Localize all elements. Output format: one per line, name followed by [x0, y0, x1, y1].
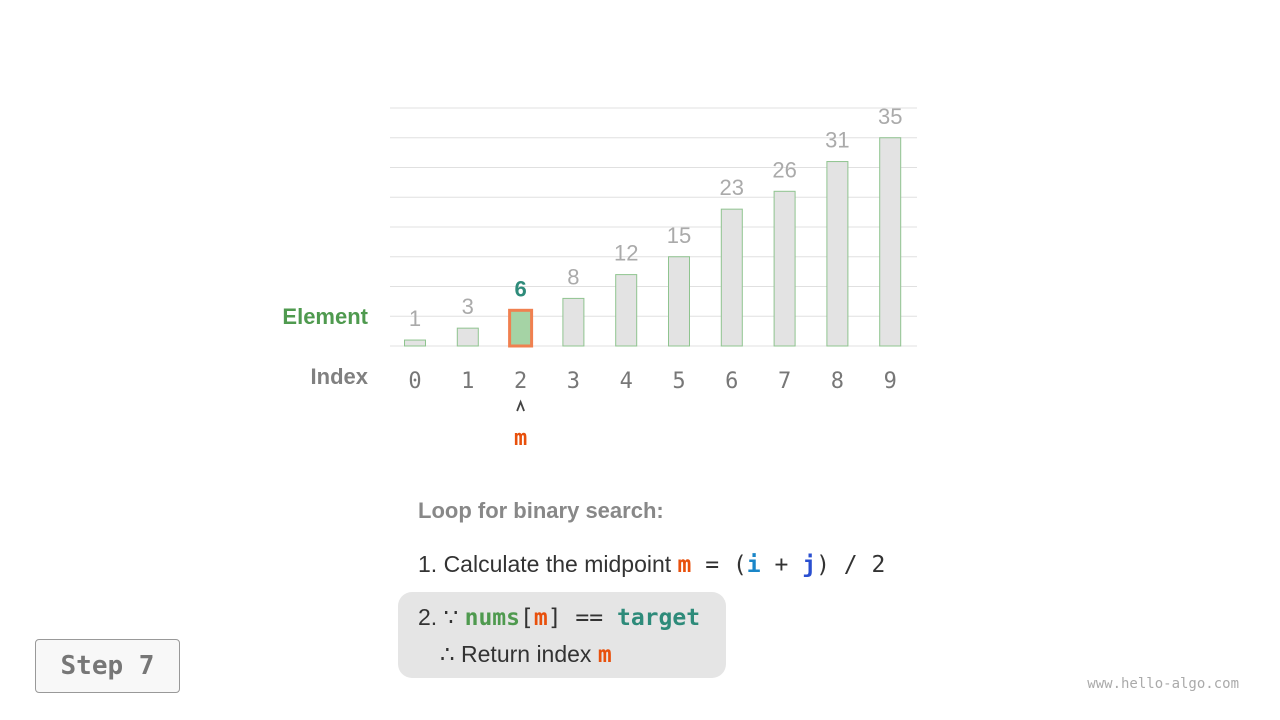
index-label: 7	[778, 369, 791, 394]
index-label: 1	[461, 369, 474, 394]
value-label: 12	[614, 241, 638, 266]
element-row-label: Element	[282, 304, 368, 329]
var-m: m	[597, 642, 612, 668]
value-label: 1	[409, 306, 421, 331]
value-label: 26	[772, 157, 796, 182]
value-label: 15	[667, 223, 691, 248]
line2-eq: ==	[561, 605, 617, 631]
bar	[720, 208, 743, 347]
index-label: 2	[514, 369, 527, 394]
pointer-arrow-icon	[516, 399, 525, 412]
current-step-highlight	[398, 592, 726, 678]
index-label: 4	[620, 369, 633, 394]
line1-plus: +	[760, 552, 803, 578]
value-label: 23	[720, 175, 744, 200]
pointer-m-label: m	[514, 426, 527, 451]
index-label: 8	[831, 369, 844, 394]
line1-rest: ) / 2	[816, 552, 886, 578]
step-line-1: 1. Calculate the midpoint m = (i + j) / …	[418, 551, 885, 578]
explanation-heading: Loop for binary search:	[418, 498, 664, 523]
value-label: 6	[514, 276, 526, 301]
var-target: target	[616, 605, 701, 631]
var-nums: nums	[464, 605, 520, 631]
index-label: 3	[567, 369, 580, 394]
bar-highlighted	[508, 308, 534, 348]
value-label: 35	[878, 104, 902, 129]
bar	[668, 256, 690, 347]
bar	[773, 190, 796, 347]
bracket: [	[520, 605, 534, 631]
index-label: 0	[408, 369, 421, 394]
index-label: 6	[725, 369, 738, 394]
bar	[404, 339, 426, 347]
var-m: m	[533, 605, 548, 631]
var-i: i	[746, 552, 761, 578]
var-j: j	[802, 552, 817, 578]
index-label: 9	[884, 369, 897, 394]
step-line-2: 2. ∵ nums[m] == target	[418, 604, 700, 631]
var-m: m	[677, 552, 692, 578]
bar	[562, 297, 585, 347]
line1-eq: = (	[691, 552, 747, 578]
step-line-3: ∴ Return index m	[440, 641, 612, 668]
bracket: ]	[547, 605, 562, 631]
bar	[826, 161, 849, 347]
watermark: www.hello-algo.com	[1087, 676, 1239, 692]
line1-text: 1. Calculate the midpoint	[418, 551, 678, 577]
bar	[879, 137, 902, 347]
value-label: 3	[462, 294, 474, 319]
index-label: 5	[672, 369, 685, 394]
line2-text: 2. ∵	[418, 604, 465, 630]
index-row-label: Index	[310, 364, 368, 389]
value-label: 31	[825, 128, 849, 153]
bar	[456, 327, 479, 347]
bar	[615, 274, 638, 347]
value-label: 8	[567, 264, 579, 289]
line3-text: ∴ Return index	[440, 641, 598, 667]
step-button[interactable]: Step 7	[35, 639, 180, 693]
